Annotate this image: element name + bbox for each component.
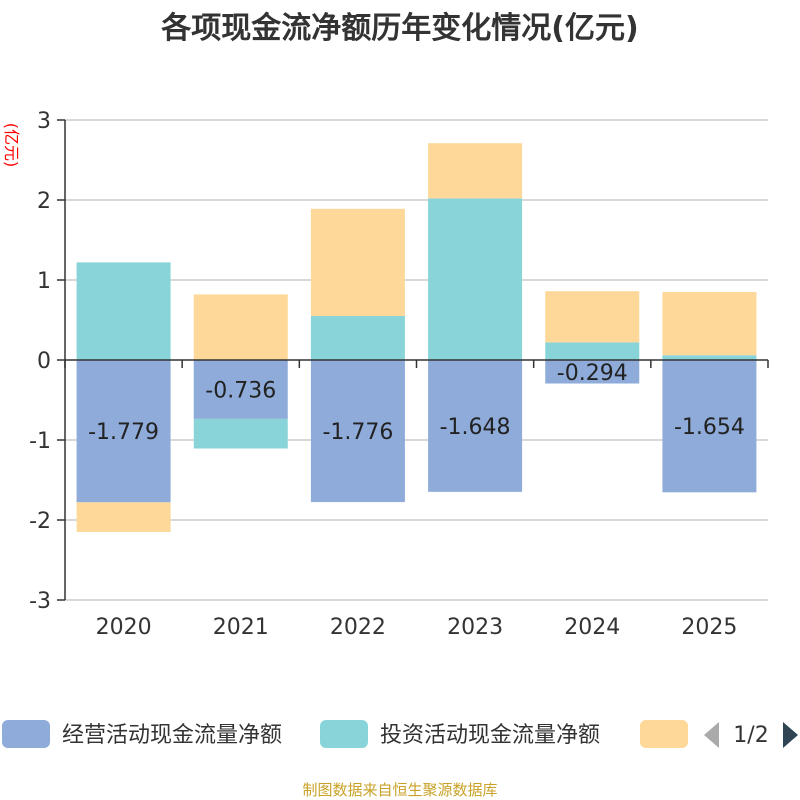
legend-label-0: 经营活动现金流量净额 [62,723,282,748]
source-note: 制图数据来自恒生聚源数据库 [302,781,497,799]
bar-2022-series-2 [310,208,405,316]
bar-2025-series-2 [662,292,757,356]
y-tick-label: -2 [29,509,51,534]
legend-swatch-2 [640,720,688,748]
bar-2022-series-0 [310,360,405,503]
x-tick-label: 2023 [447,615,503,640]
data-label: -1.779 [88,420,159,445]
bar-2025-series-0 [662,360,757,493]
legend: 经营活动现金流量净额 投资活动现金流量净额 1/2 [2,720,798,748]
y-axis-label: (亿元) [2,123,21,168]
bar-2023-series-0 [428,360,523,492]
data-label: -0.736 [205,378,276,403]
data-label: -1.648 [440,415,511,440]
bar-2020-series-0 [76,360,171,503]
bar-2023-series-1 [428,198,523,360]
legend-swatch-1 [320,720,368,748]
x-tick-label: 2024 [564,615,620,640]
data-label: -0.294 [557,361,628,386]
grid-lines [65,119,768,601]
axes: -3 -2 -1 0 1 2 3 2020 2021 2022 2023 2024 2025 [29,109,769,640]
data-label: -1.654 [674,415,745,440]
y-tick-label: 2 [37,189,51,214]
x-tick-label: 2025 [681,615,737,640]
y-tick-label: -3 [29,589,51,614]
bar-2025-series-1 [662,355,757,360]
x-tick-label: 2020 [96,615,152,640]
x-tick-label: 2021 [213,615,269,640]
legend-page-indicator: 1/2 [733,723,768,748]
legend-label-1: 投资活动现金流量净额 [380,723,600,748]
legend-prev-page-icon[interactable] [704,722,719,748]
y-tick-label: -1 [29,429,51,454]
legend-next-page-icon[interactable] [783,722,798,748]
bar-2024-series-2 [545,291,640,343]
bar-2024-series-0 [545,360,640,384]
bar-2022-series-1 [310,316,405,360]
bar-2021-series-2 [193,294,288,360]
bar-2023-series-2 [428,143,523,199]
chart-title: 各项现金流净额历年变化情况(亿元) [160,11,638,46]
bar-2024-series-1 [545,342,640,360]
bar-2020-series-1 [76,262,171,360]
y-tick-label: 3 [37,109,51,134]
bar-2021-series-1 [193,418,288,449]
bar-2021-series-0 [193,360,288,419]
legend-swatch-0 [2,720,50,748]
data-label: -1.776 [322,420,393,445]
y-tick-label: 1 [37,269,51,294]
bars [76,143,757,532]
bar-2020-series-2 [76,502,171,532]
y-tick-label: 0 [37,349,51,374]
x-tick-label: 2022 [330,615,386,640]
data-labels: -1.779 -0.736 -1.776 -1.648 -0.294 -1.654 [88,361,745,445]
